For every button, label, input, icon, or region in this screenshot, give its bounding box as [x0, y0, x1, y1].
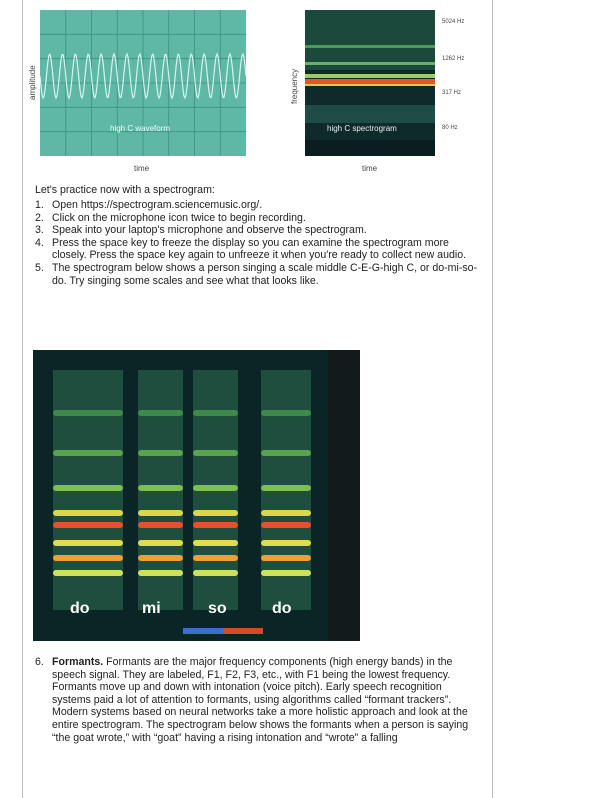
- spectral-band: [261, 555, 311, 561]
- spectral-band: [138, 450, 183, 456]
- syllable-label: so: [208, 600, 227, 618]
- spectral-band: [261, 522, 311, 528]
- spectral-band: [261, 410, 311, 416]
- spectral-band: [193, 570, 238, 576]
- spectral-band: [261, 540, 311, 546]
- spectral-band: [193, 450, 238, 456]
- formants-text: Formants are the major frequency compone…: [52, 656, 468, 744]
- spectral-band: [261, 570, 311, 576]
- spectral-band: [138, 570, 183, 576]
- spectral-band: [138, 410, 183, 416]
- spectrogram-image: [305, 10, 435, 156]
- formants-item: 6. Formants. Formants are the major freq…: [35, 656, 483, 744]
- spectral-band: [138, 485, 183, 491]
- spectrogram-y-label: frequency: [290, 69, 299, 104]
- spectral-band: [138, 555, 183, 561]
- step: 3.Speak into your laptop's microphone an…: [35, 224, 483, 237]
- frequency-label: 80 Hz: [442, 125, 458, 131]
- syllable-label: mi: [142, 600, 161, 618]
- spectral-band: [53, 540, 123, 546]
- step-number: 3.: [35, 224, 52, 237]
- step-text: The spectrogram below shows a person sin…: [52, 262, 483, 287]
- waveform-y-label: amplitude: [28, 65, 37, 100]
- step-number: 2.: [35, 212, 52, 225]
- singing-spectrogram-image: [33, 350, 360, 641]
- spectral-band: [138, 522, 183, 528]
- spectral-band: [53, 485, 123, 491]
- frequency-label: 1262 Hz: [442, 56, 464, 62]
- spectrogram-x-label: time: [362, 164, 377, 173]
- spectral-band: [193, 555, 238, 561]
- spectral-band: [53, 570, 123, 576]
- step-number: 1.: [35, 199, 52, 212]
- step-number: 5.: [35, 262, 52, 287]
- spectral-band: [193, 510, 238, 516]
- step: 2.Click on the microphone icon twice to …: [35, 212, 483, 225]
- spectral-band: [53, 522, 123, 528]
- frequency-label: 317 Hz: [442, 90, 461, 96]
- spectral-band: [53, 410, 123, 416]
- step-text: Speak into your laptop's microphone and …: [52, 224, 483, 237]
- spectral-band: [138, 510, 183, 516]
- spectral-band: [53, 555, 123, 561]
- waveform-x-label: time: [134, 164, 149, 173]
- spectral-band: [53, 510, 123, 516]
- step-text: Open https://spectrogram.sciencemusic.or…: [52, 199, 483, 212]
- spectral-band: [53, 450, 123, 456]
- step-text: Press the space key to freeze the displa…: [52, 237, 483, 262]
- step-text: Click on the microphone icon twice to be…: [52, 212, 483, 225]
- spectral-band: [261, 510, 311, 516]
- spectrogram-caption: high C spectrogram: [327, 124, 397, 133]
- step: 4.Press the space key to freeze the disp…: [35, 237, 483, 262]
- item-number: 6.: [35, 656, 52, 744]
- spectral-band: [261, 485, 311, 491]
- step-list: 1.Open https://spectrogram.sciencemusic.…: [35, 199, 483, 287]
- page: amplitude high C waveform time frequency…: [0, 0, 590, 798]
- step: 1.Open https://spectrogram.sciencemusic.…: [35, 199, 483, 212]
- spectral-band: [193, 410, 238, 416]
- formants-heading: Formants.: [52, 656, 103, 668]
- spectral-band: [138, 540, 183, 546]
- spectral-band: [261, 450, 311, 456]
- waveform-caption: high C waveform: [110, 124, 170, 133]
- syllable-label: do: [272, 600, 292, 618]
- waveform-image: [40, 10, 246, 156]
- syllable-label: do: [70, 600, 90, 618]
- step-number: 4.: [35, 237, 52, 262]
- spectral-band: [193, 540, 238, 546]
- spectral-band: [193, 522, 238, 528]
- spectral-band: [193, 485, 238, 491]
- step: 5.The spectrogram below shows a person s…: [35, 262, 483, 287]
- intro-text: Let's practice now with a spectrogram:: [35, 184, 215, 197]
- frequency-label: 5024 Hz: [442, 19, 464, 25]
